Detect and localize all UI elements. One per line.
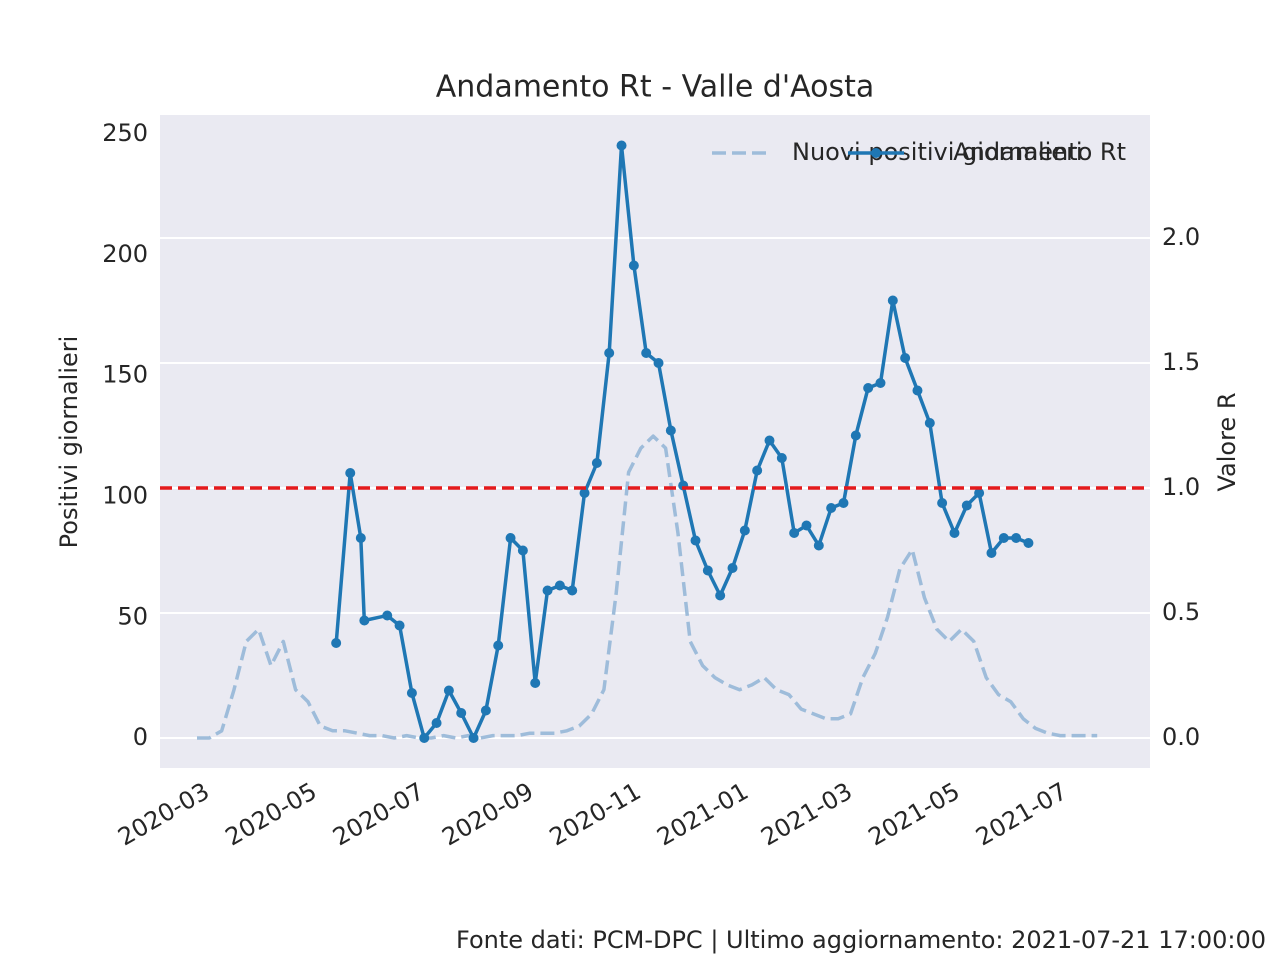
y-tick-label: 250 xyxy=(102,119,148,147)
point xyxy=(443,685,454,696)
point xyxy=(715,590,726,601)
point xyxy=(1023,538,1034,548)
y-tick-label: 100 xyxy=(102,481,148,509)
y2-tick-label: 1.0 xyxy=(1162,473,1200,501)
y-axis-label: Positivi giornalieri xyxy=(55,336,83,549)
point xyxy=(554,580,565,591)
point xyxy=(604,348,615,358)
point xyxy=(1011,533,1022,543)
point xyxy=(591,458,602,468)
point xyxy=(359,615,370,626)
point xyxy=(838,498,849,508)
x-tick-label: 2021-01 xyxy=(652,777,753,851)
point xyxy=(331,638,342,648)
point xyxy=(801,520,812,531)
point xyxy=(345,468,356,478)
point xyxy=(912,385,923,396)
x-tick-label: 2020-05 xyxy=(221,777,322,851)
point xyxy=(998,533,1009,543)
point xyxy=(480,705,491,716)
x-tick-label: 2020-09 xyxy=(437,777,538,851)
y-tick-label: 150 xyxy=(102,361,148,389)
point xyxy=(813,540,824,551)
point xyxy=(702,565,713,576)
point xyxy=(493,640,504,651)
point xyxy=(517,545,528,556)
legend-marker xyxy=(871,148,881,158)
point xyxy=(961,500,972,511)
point xyxy=(850,430,861,441)
point xyxy=(653,358,664,368)
point xyxy=(776,453,787,463)
y2-axis-label: Valore R xyxy=(1213,392,1241,491)
x-tick-label: 2021-07 xyxy=(971,777,1072,851)
y-tick-label: 0 xyxy=(133,723,148,751)
point xyxy=(826,503,837,513)
point xyxy=(641,348,652,358)
x-tick-label: 2020-07 xyxy=(328,777,429,851)
point xyxy=(628,260,639,271)
point xyxy=(468,733,479,743)
y2-tick-label: 2.0 xyxy=(1162,223,1200,251)
y2-tick-label: 0.0 xyxy=(1162,723,1200,751)
point xyxy=(406,688,417,698)
point xyxy=(419,733,430,743)
point xyxy=(739,525,750,536)
point xyxy=(665,425,676,436)
point xyxy=(542,585,553,596)
point xyxy=(900,353,911,363)
x-tick-label: 2021-03 xyxy=(756,777,857,851)
point xyxy=(530,678,541,688)
chart-title: Andamento Rt - Valle d'Aosta xyxy=(436,70,874,105)
point xyxy=(505,533,516,543)
point xyxy=(863,383,874,393)
point xyxy=(789,528,800,538)
point xyxy=(986,548,997,558)
point xyxy=(887,295,898,306)
point xyxy=(382,610,393,621)
y-tick-label: 200 xyxy=(102,240,148,268)
point xyxy=(567,585,578,596)
y-tick-label: 50 xyxy=(117,602,148,630)
point xyxy=(394,620,405,631)
point xyxy=(727,563,738,573)
point xyxy=(949,528,960,538)
point xyxy=(752,465,763,476)
point xyxy=(431,718,442,728)
legend-label: Nuovi positivi giornalieri xyxy=(792,138,1083,166)
point xyxy=(456,708,467,718)
plot-area xyxy=(160,115,1150,768)
point xyxy=(355,533,366,543)
point xyxy=(937,498,948,508)
series-line xyxy=(197,434,1098,740)
footer: Fonte dati: PCM-DPC | Ultimo aggiornamen… xyxy=(456,926,1266,954)
y2-tick-label: 0.5 xyxy=(1162,598,1200,626)
point xyxy=(579,488,590,498)
y2-tick-label: 1.5 xyxy=(1162,348,1200,376)
point xyxy=(875,378,886,388)
point xyxy=(690,535,701,546)
x-tick-label: 2021-05 xyxy=(864,777,965,851)
point xyxy=(974,488,985,498)
point xyxy=(924,418,935,428)
x-tick-label: 2020-11 xyxy=(545,777,646,851)
point xyxy=(616,140,627,151)
legend-label: Andamento Rt xyxy=(953,138,1126,166)
x-tick-label: 2020-03 xyxy=(113,777,214,851)
point xyxy=(764,435,775,446)
